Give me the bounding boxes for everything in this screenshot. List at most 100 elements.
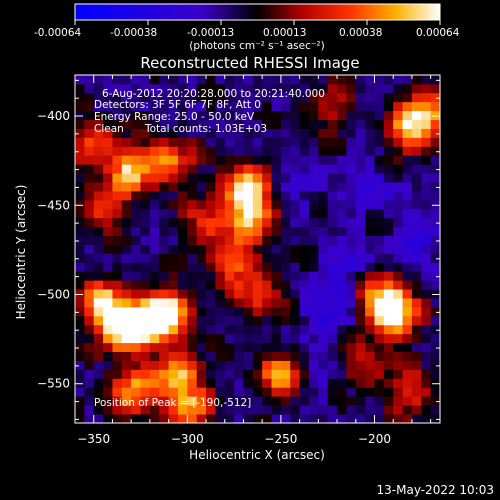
- heatmap-cell: [196, 387, 207, 397]
- heatmap-cell: [196, 253, 207, 263]
- heatmap-cell: [252, 324, 263, 335]
- heatmap-cell: [206, 199, 216, 210]
- heatmap-cell: [262, 289, 272, 299]
- heatmap-cell: [215, 119, 226, 129]
- heatmap-cell: [299, 253, 310, 263]
- heatmap-cell: [196, 101, 207, 112]
- heatmap-cell: [374, 226, 385, 237]
- heatmap-cell: [215, 396, 226, 406]
- heatmap-cell: [411, 315, 422, 326]
- heatmap-cell: [103, 191, 113, 201]
- heatmap-cell: [196, 280, 207, 290]
- heatmap-cell: [112, 146, 123, 156]
- heatmap-cell: [177, 387, 188, 397]
- heatmap-cell: [318, 101, 329, 112]
- heatmap-cell: [177, 137, 188, 147]
- heatmap-cell: [271, 199, 282, 210]
- heatmap-cell: [430, 199, 440, 210]
- heatmap-cell: [271, 191, 282, 201]
- heatmap-cell: [84, 191, 95, 201]
- heatmap-cell: [234, 208, 244, 219]
- heatmap-cell: [215, 182, 226, 192]
- heatmap-cell: [103, 182, 113, 192]
- heatmap-cell: [421, 119, 432, 129]
- heatmap-cell: [75, 307, 85, 317]
- heatmap-cell: [308, 110, 319, 121]
- heatmap-cell: [75, 217, 85, 228]
- heatmap-cell: [103, 307, 113, 317]
- heatmap-cell: [140, 298, 151, 308]
- heatmap-cell: [355, 414, 366, 423]
- heatmap-cell: [421, 324, 432, 335]
- heatmap-cell: [149, 289, 160, 299]
- heatmap-cell: [159, 315, 169, 326]
- heatmap-cell: [346, 405, 357, 415]
- heatmap-cell: [318, 146, 329, 156]
- heatmap-cell: [234, 244, 244, 254]
- heatmap-cell: [355, 208, 366, 219]
- heatmap-cell: [290, 226, 301, 237]
- heatmap-cell: [346, 137, 357, 147]
- heatmap-cell: [84, 75, 95, 85]
- heatmap-cell: [271, 226, 282, 237]
- heatmap-cell: [318, 92, 329, 103]
- heatmap-cell: [308, 307, 319, 317]
- heatmap-cell: [337, 271, 347, 281]
- heatmap-cell: [206, 414, 216, 423]
- heatmap-cell: [215, 146, 226, 156]
- heatmap-cell: [121, 217, 132, 228]
- heatmap-cell: [196, 226, 207, 237]
- heatmap-cell: [140, 137, 151, 147]
- heatmap-cell: [159, 289, 169, 299]
- heatmap-cell: [327, 307, 338, 317]
- heatmap-cell: [337, 253, 347, 263]
- heatmap-cell: [224, 146, 235, 156]
- heatmap-cell: [430, 315, 440, 326]
- heatmap-cell: [159, 146, 169, 156]
- heatmap-cell: [327, 262, 338, 272]
- heatmap-cell: [103, 378, 113, 388]
- heatmap-cell: [402, 289, 413, 299]
- heatmap-cell: [75, 119, 85, 129]
- heatmap-cell: [234, 235, 244, 245]
- heatmap-cell: [355, 146, 366, 156]
- heatmap-cell: [196, 414, 207, 423]
- heatmap-cell: [262, 396, 272, 406]
- heatmap-cell: [430, 244, 440, 254]
- heatmap-cell: [206, 235, 216, 245]
- heatmap-cell: [430, 324, 440, 335]
- heatmap-cell: [121, 146, 132, 156]
- heatmap-cell: [75, 208, 85, 219]
- heatmap-cell: [393, 119, 403, 129]
- heatmap-cell: [149, 101, 160, 112]
- heatmap-cell: [234, 83, 244, 94]
- heatmap-cell: [93, 137, 104, 147]
- heatmap-cell: [393, 83, 403, 94]
- heatmap-cell: [393, 351, 403, 361]
- heatmap-cell: [365, 92, 375, 103]
- heatmap-cell: [383, 75, 394, 85]
- heatmap-cell: [355, 164, 366, 174]
- heatmap-cell: [75, 315, 85, 326]
- heatmap-cell: [75, 369, 85, 379]
- heatmap-cell: [393, 369, 403, 379]
- heatmap-cell: [402, 315, 413, 326]
- heatmap-cell: [374, 128, 385, 138]
- heatmap-cell: [411, 405, 422, 415]
- heatmap-cell: [271, 110, 282, 121]
- heatmap-cell: [215, 271, 226, 281]
- heatmap-cell: [75, 155, 85, 165]
- heatmap-cell: [103, 333, 113, 344]
- heatmap-cell: [112, 253, 123, 263]
- heatmap-cell: [187, 307, 198, 317]
- heatmap-cell: [430, 342, 440, 353]
- heatmap-cell: [262, 164, 272, 174]
- heatmap-cell: [112, 128, 123, 138]
- heatmap-cell: [243, 298, 254, 308]
- heatmap-cell: [75, 182, 85, 192]
- heatmap-cell: [140, 75, 151, 85]
- heatmap-cell: [355, 155, 366, 165]
- heatmap-cell: [365, 137, 375, 147]
- heatmap-cell: [75, 378, 85, 388]
- heatmap-cell: [131, 182, 141, 192]
